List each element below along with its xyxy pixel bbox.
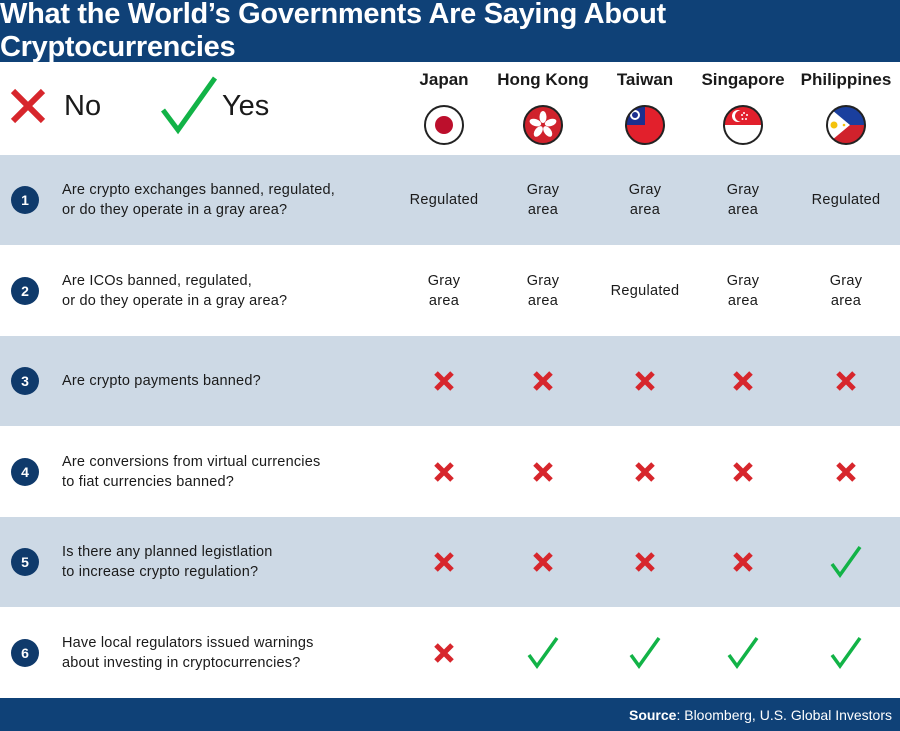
question-text: Are crypto payments banned? [62, 373, 261, 389]
table-header: No Yes Japan Hong Kong Taiwan [0, 62, 900, 155]
legend-no: No [8, 82, 101, 130]
country-name: Taiwan [616, 70, 674, 89]
philippines-flag-icon [826, 105, 866, 145]
table-row: 4 Are conversions from virtual currencies… [0, 427, 900, 517]
x-icon [593, 517, 697, 607]
answer-cell: Gray area [726, 182, 760, 218]
check-icon [593, 608, 697, 698]
country-name: Philippines [800, 70, 892, 89]
x-icon [593, 336, 697, 426]
source-text: : Bloomberg, U.S. Global Investors [676, 706, 892, 723]
row-number-badge: 1 [11, 186, 39, 214]
hong-kong-flag-icon [523, 105, 563, 145]
japan-flag-icon [424, 105, 464, 145]
x-icon [8, 86, 48, 126]
taiwan-flag-icon [625, 105, 665, 145]
x-icon [794, 336, 898, 426]
answer-cell: Gray area [526, 272, 560, 309]
answer-cell: Regulated [610, 282, 680, 299]
page-title: What the World’s Governments Are Saying … [0, 0, 900, 63]
x-icon [794, 427, 898, 517]
country-name: Hong Kong [497, 70, 589, 89]
question-text: Are conversions from virtual currencies … [62, 453, 321, 490]
x-icon [392, 336, 496, 426]
answer-cell: Gray area [726, 272, 760, 309]
country-name: Japan [419, 70, 469, 89]
x-icon [392, 517, 496, 607]
country-japan: Japan [392, 62, 496, 155]
row-number-badge: 3 [11, 367, 39, 395]
x-icon [691, 336, 795, 426]
answer-cell: Gray area [526, 182, 560, 218]
x-icon [691, 427, 795, 517]
row-number-badge: 5 [11, 548, 39, 576]
answer-cell: Regulated [811, 192, 881, 208]
country-name: Singapore [701, 70, 785, 89]
check-icon [691, 608, 795, 698]
x-icon [392, 608, 496, 698]
legend-yes: Yes [160, 76, 270, 135]
singapore-flag-icon [723, 105, 763, 145]
row-number-badge: 6 [11, 638, 39, 667]
legend-no-label: No [64, 89, 102, 122]
x-icon [491, 336, 595, 426]
row-number-badge: 2 [11, 276, 39, 305]
table-row: 3 Are crypto payments banned? [0, 336, 900, 426]
x-icon [491, 427, 595, 517]
country-taiwan: Taiwan [593, 62, 697, 155]
source-note: Source: Bloomberg, U.S. Global Investors [629, 698, 892, 731]
answer-cell: Gray area [628, 182, 662, 218]
country-philippines: Philippines [794, 62, 898, 155]
source-label: Source [628, 706, 677, 723]
row-number-badge: 4 [11, 457, 39, 486]
x-icon [593, 427, 697, 517]
question-text: Are crypto exchanges banned, regulated, … [62, 182, 336, 218]
table-row: 1 Are crypto exchanges banned, regulated,… [0, 155, 900, 245]
table-row: 6 Have local regulators issued warnings a… [0, 608, 900, 698]
question-text: Have local regulators issued warnings ab… [62, 634, 314, 671]
answer-cell: Gray area [427, 272, 461, 309]
question-text: Is there any planned legistlation to inc… [62, 544, 273, 580]
question-text: Are ICOs banned, regulated, or do they o… [62, 272, 288, 309]
x-icon [691, 517, 795, 607]
check-icon [491, 608, 595, 698]
country-hong-kong: Hong Kong [491, 62, 595, 155]
x-icon [491, 517, 595, 607]
check-icon [794, 608, 898, 698]
table-row: 5 Is there any planned legistlation to in… [0, 517, 900, 607]
check-icon [794, 517, 898, 607]
country-singapore: Singapore [691, 62, 795, 155]
answer-cell: Gray area [829, 272, 863, 309]
legend-yes-label: Yes [222, 89, 270, 122]
footer: Source: Bloomberg, U.S. Global Investors [0, 698, 900, 731]
table-row: 2 Are ICOs banned, regulated, or do they … [0, 246, 900, 336]
check-icon [160, 76, 218, 136]
x-icon [392, 427, 496, 517]
answer-cell: Regulated [409, 192, 479, 208]
